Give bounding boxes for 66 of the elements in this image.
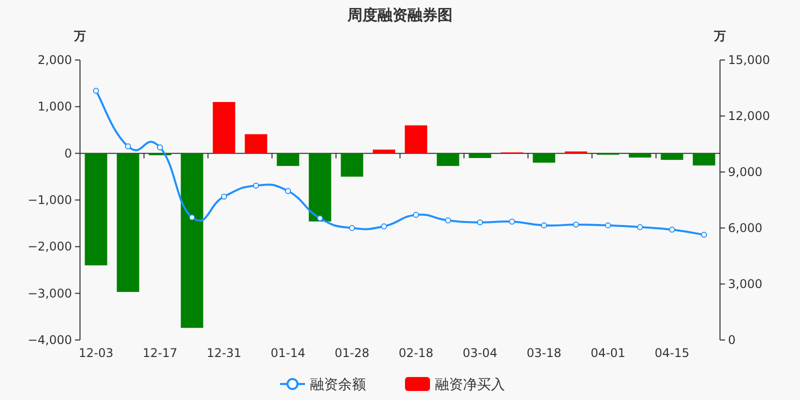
x-tick-label: 04-01 (590, 346, 626, 360)
point (509, 218, 515, 225)
y-tick-label: −4,000 (28, 333, 72, 347)
point (349, 225, 355, 231)
legend-label: 融资余额 (310, 377, 366, 393)
x-tick-label: 01-28 (334, 346, 370, 360)
y-tick-label: 1,000 (38, 100, 72, 114)
y-tick-label: −3,000 (28, 286, 72, 300)
x-tick-label: 12-31 (206, 346, 242, 360)
point (605, 222, 611, 228)
bar (660, 153, 684, 160)
point (701, 232, 707, 238)
point (125, 143, 131, 150)
x-tick-label: 03-18 (526, 346, 562, 360)
bar (628, 153, 652, 158)
bar (244, 134, 268, 154)
point (93, 88, 99, 94)
legend-line: 融资余额 (280, 377, 366, 393)
point (381, 223, 387, 230)
y2-tick-label: 12,000 (728, 109, 770, 123)
point (573, 222, 579, 228)
point (637, 224, 643, 230)
y-axis-title: 万 (73, 29, 86, 43)
y2-tick-label: 3,000 (728, 277, 762, 291)
point (157, 144, 163, 150)
chart-title: 周度融资融券图 (346, 6, 452, 24)
y2-tick-label: 0 (728, 333, 736, 347)
x-tick-label: 01-14 (270, 346, 306, 360)
y2-tick-label: 15,000 (728, 53, 770, 67)
y2-tick-label: 9,000 (728, 165, 762, 179)
point (413, 212, 419, 218)
point (669, 226, 675, 233)
bar (532, 153, 556, 163)
x-tick-label: 12-03 (78, 346, 114, 360)
point (285, 188, 291, 194)
bar (372, 150, 396, 154)
bar (308, 153, 332, 222)
bar (84, 153, 108, 266)
bar (180, 153, 204, 328)
point (477, 219, 483, 226)
x-tick-label: 03-04 (462, 346, 498, 360)
legend-undefined: 融资净买入 (405, 377, 505, 393)
legend-label: 融资净买入 (435, 377, 505, 393)
point (317, 215, 323, 222)
bar (212, 102, 236, 154)
x-tick-label: 02-18 (398, 346, 434, 360)
bar (276, 153, 300, 166)
point (189, 214, 195, 220)
bar (116, 153, 140, 292)
bar (404, 125, 428, 154)
bar (692, 153, 716, 166)
y-tick-label: −1,000 (28, 193, 72, 207)
point (221, 194, 227, 200)
bar (436, 153, 460, 166)
y2-tick-label: 6,000 (728, 221, 762, 235)
point (445, 217, 451, 224)
point (541, 222, 547, 228)
y-tick-label: 2,000 (38, 53, 72, 67)
point (253, 182, 259, 189)
x-tick-label: 04-15 (654, 346, 690, 360)
x-tick-label: 12-17 (142, 346, 178, 360)
bar (468, 153, 492, 158)
y2-axis-title: 万 (713, 29, 726, 43)
y-tick-label: 0 (64, 146, 72, 160)
bar (340, 153, 364, 177)
y-tick-label: −2,000 (28, 240, 72, 254)
